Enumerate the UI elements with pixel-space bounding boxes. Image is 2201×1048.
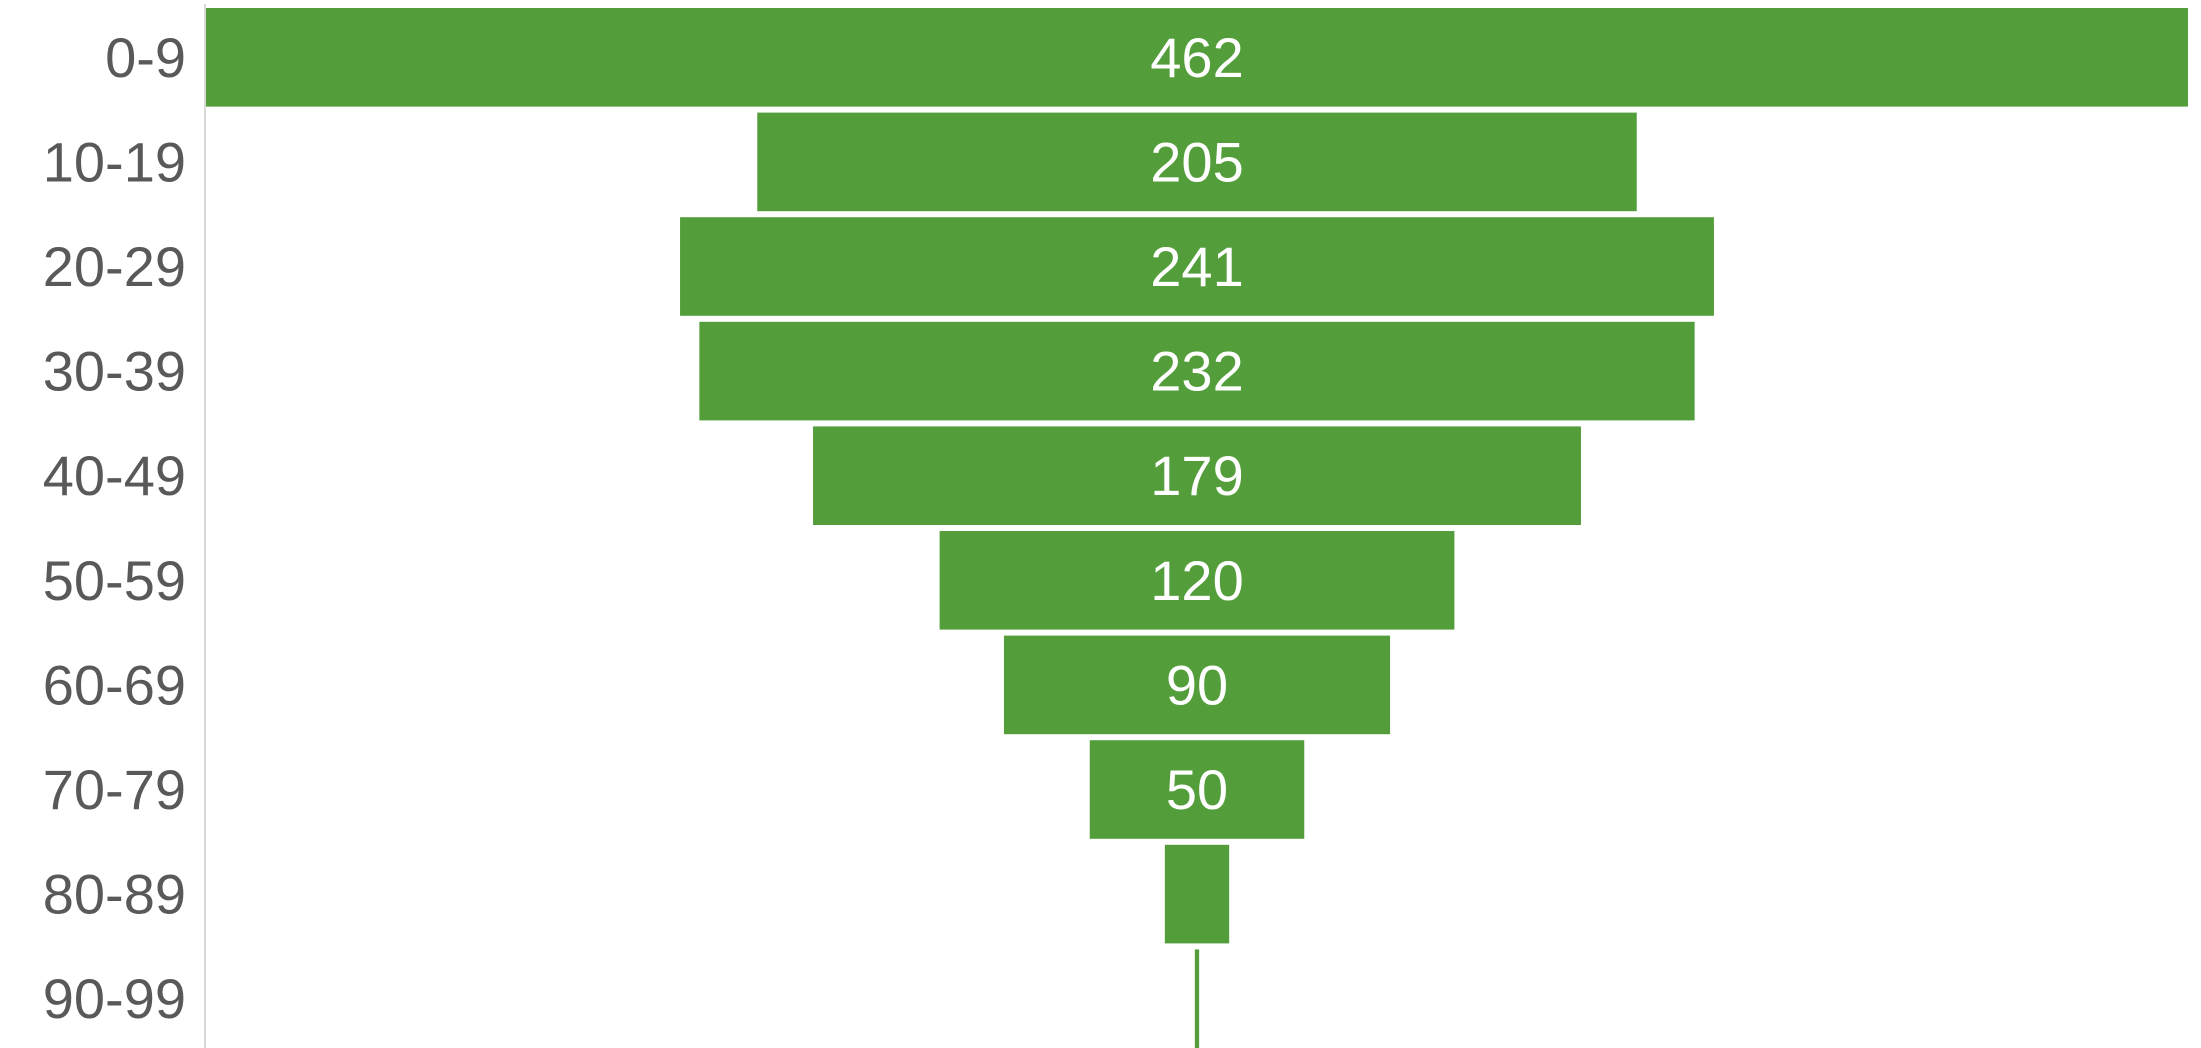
data-label-30-39: 232 — [1150, 340, 1243, 403]
funnel-bar-50-59 — [939, 531, 1455, 630]
category-label-10-19: 10-19 — [43, 130, 186, 193]
data-label-60-69: 90 — [1166, 653, 1228, 716]
category-label-30-39: 30-39 — [43, 340, 186, 403]
funnel-bar-20-29 — [680, 217, 1714, 316]
funnel-bar-0-9 — [206, 8, 2188, 107]
funnel-bar-10-19 — [757, 112, 1637, 212]
funnel-bar-60-69 — [1003, 635, 1391, 735]
funnel-bar-70-79 — [1089, 740, 1305, 839]
category-label-50-59: 50-59 — [43, 549, 186, 612]
funnel-bar-90-99 — [1194, 949, 1200, 1048]
data-label-10-19: 205 — [1150, 130, 1243, 193]
category-label-70-79: 70-79 — [43, 758, 186, 821]
data-label-0-9: 462 — [1150, 26, 1243, 89]
funnel-bar-40-49 — [813, 426, 1581, 525]
category-label-40-49: 40-49 — [43, 444, 186, 507]
funnel-bar-80-89 — [1164, 844, 1230, 944]
category-label-80-89: 80-89 — [43, 863, 186, 926]
data-label-70-79: 50 — [1166, 758, 1228, 821]
category-label-60-69: 60-69 — [43, 653, 186, 716]
funnel-bar-30-39 — [699, 321, 1695, 421]
category-label-20-29: 20-29 — [43, 235, 186, 298]
data-label-40-49: 179 — [1150, 444, 1243, 507]
category-label-90-99: 90-99 — [43, 967, 186, 1030]
data-label-20-29: 241 — [1150, 235, 1243, 298]
category-label-0-9: 0-9 — [105, 26, 186, 89]
data-label-50-59: 120 — [1150, 549, 1243, 612]
